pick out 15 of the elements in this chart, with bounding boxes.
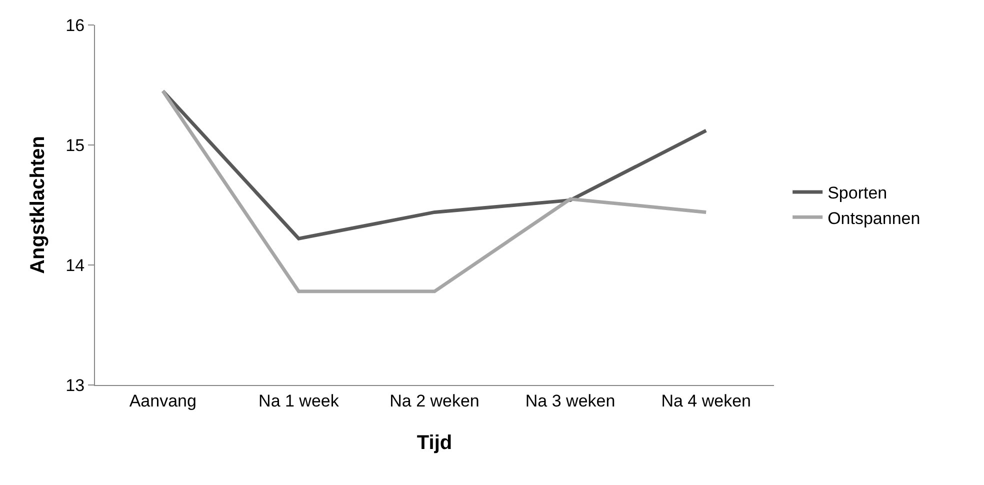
legend-label: Ontspannen xyxy=(828,208,920,228)
x-axis-title: Tijd xyxy=(416,432,452,454)
x-tick-label: Na 4 weken xyxy=(661,391,751,410)
x-tick-label: Na 2 weken xyxy=(390,391,480,410)
x-tick-label: Na 1 week xyxy=(258,391,340,410)
line-series xyxy=(161,89,708,294)
x-tick-label: Na 3 weken xyxy=(525,391,616,410)
y-tick-label: 15 xyxy=(66,136,85,155)
legend-label: Sporten xyxy=(828,184,888,203)
x-tick-label: Aanvang xyxy=(129,391,196,410)
line-series xyxy=(161,89,708,240)
y-axis-title: Angstklachten xyxy=(27,136,50,274)
y-tick-label: 13 xyxy=(66,376,85,395)
y-tick-label: 14 xyxy=(66,256,85,275)
y-tick-label: 16 xyxy=(66,16,85,35)
